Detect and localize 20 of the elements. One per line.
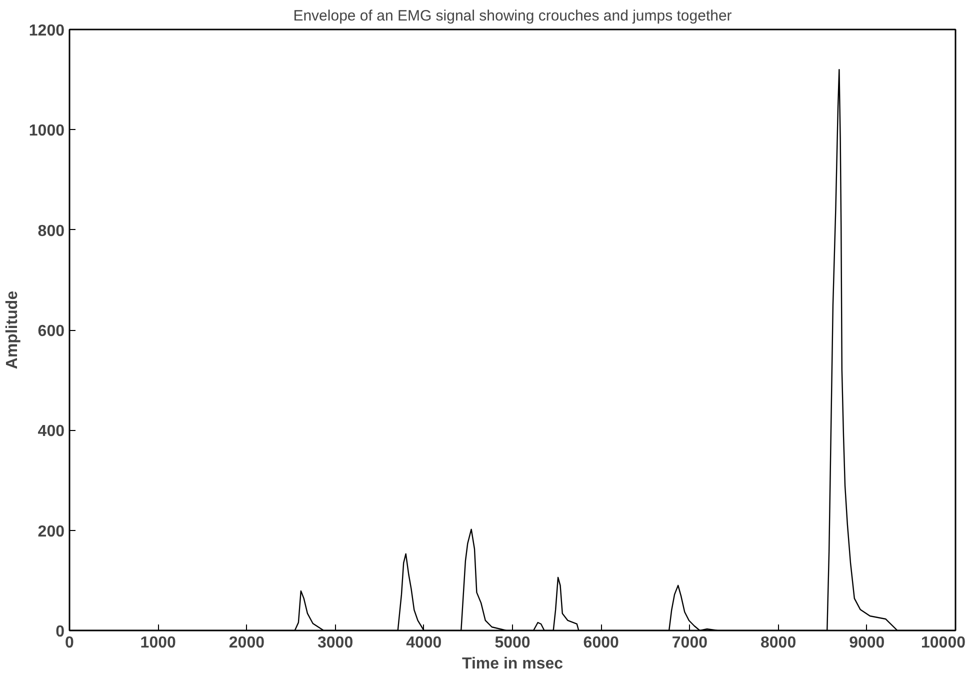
x-axis-title: Time in msec: [462, 656, 564, 672]
y-tick-label: 800: [38, 222, 65, 240]
y-tick-label: 0: [56, 624, 65, 640]
x-tick-label: 7000: [672, 634, 708, 652]
y-tick-label: 200: [38, 523, 65, 540]
x-tick-label: 8000: [760, 634, 796, 652]
chart-title: Envelope of an EMG signal showing crouches and jumps together: [293, 8, 732, 24]
x-tick-label: 2000: [228, 634, 265, 652]
x-tick-label: 4000: [406, 634, 442, 652]
x-tick-label: 1000: [140, 634, 176, 652]
x-tick-label: 3000: [318, 634, 354, 652]
x-tick-label: 5000: [494, 634, 530, 652]
x-tick-label: 6000: [583, 634, 619, 652]
x-tick-label: 9000: [849, 634, 885, 652]
y-tick-label: 600: [38, 323, 65, 340]
y-tick-label: 400: [38, 423, 65, 440]
y-axis-title: Amplitude: [4, 290, 21, 370]
y-tick-label: 1000: [28, 122, 65, 140]
y-tick-label: 1200: [28, 22, 65, 40]
x-tick-label: 10000: [921, 634, 966, 652]
